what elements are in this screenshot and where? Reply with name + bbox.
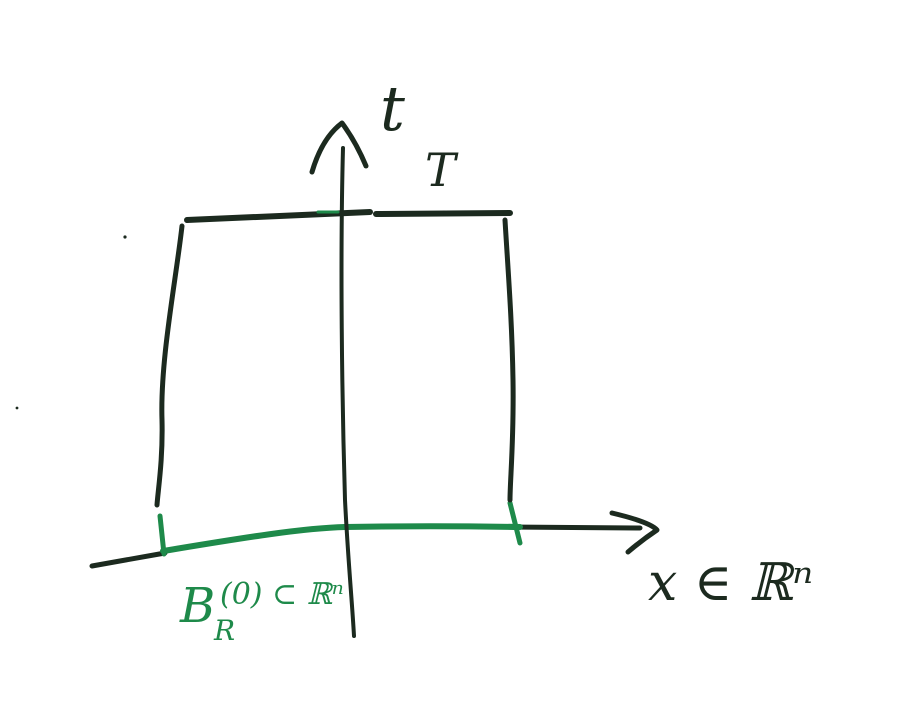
stray-dot-1 xyxy=(123,235,127,239)
cylinder-left-side xyxy=(154,223,185,508)
x-axis-right-segment xyxy=(502,524,643,531)
cylinder-top-right xyxy=(373,210,513,217)
x-axis-arrowhead xyxy=(609,510,660,555)
x-axis-left-segment xyxy=(89,550,168,569)
ball-base-segment xyxy=(160,523,523,554)
t-axis-arrowhead xyxy=(309,120,369,175)
ball-label-rest: (0) ⊂ ℝⁿ xyxy=(220,577,344,612)
ball-label-subscript: R xyxy=(213,614,235,647)
stray-dot-2 xyxy=(15,406,19,410)
t-level-label: T xyxy=(425,143,459,197)
t-axis-label: t xyxy=(380,72,405,145)
ball-label-main: B xyxy=(179,578,215,634)
ball-left-tick xyxy=(157,513,167,557)
cylinder-top-left xyxy=(184,209,373,223)
t-axis-line xyxy=(339,146,356,638)
x-axis-label: x ∈ ℝⁿ xyxy=(648,553,813,613)
ball-right-tick xyxy=(507,500,523,546)
cylinder-right-side xyxy=(502,217,516,503)
